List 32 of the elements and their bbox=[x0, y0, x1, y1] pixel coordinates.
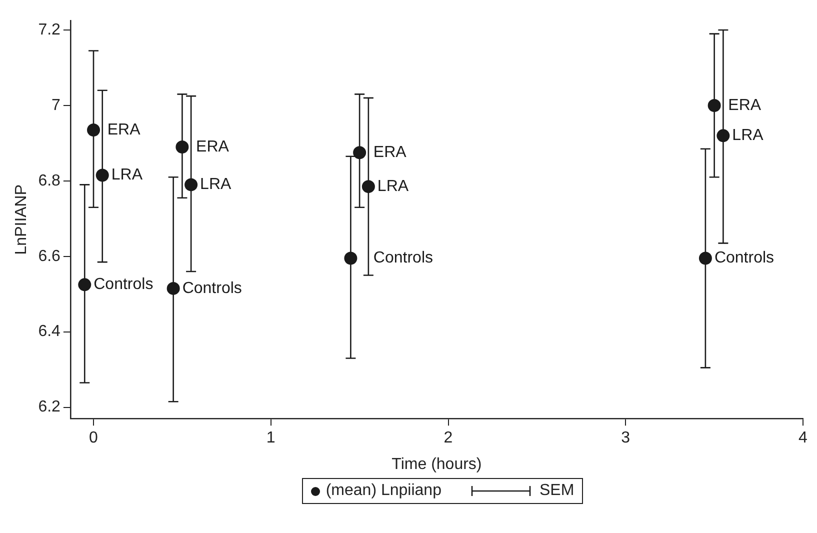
data-label: ERA bbox=[373, 144, 407, 162]
y-tick-label: 7 bbox=[52, 96, 61, 114]
point bbox=[698, 252, 712, 265]
data-label: LRA bbox=[732, 127, 764, 144]
x-tick-label: 0 bbox=[89, 430, 98, 447]
point bbox=[87, 124, 100, 137]
y-tick-label: 6.6 bbox=[38, 248, 61, 265]
data-label: ERA bbox=[107, 121, 141, 138]
point bbox=[362, 180, 375, 194]
data-label: Controls bbox=[714, 250, 774, 267]
text: SEM bbox=[539, 482, 574, 500]
x-tick-label: 4 bbox=[798, 430, 808, 447]
data-label: ERA bbox=[196, 138, 230, 156]
y-axis-title: LnPIIANP bbox=[13, 184, 30, 255]
x-tick-label: 2 bbox=[444, 430, 453, 447]
data-label: Controls bbox=[182, 280, 242, 297]
y-tick-label: 7.2 bbox=[38, 21, 61, 38]
data-label: ERA bbox=[728, 96, 762, 114]
data-label: LRA bbox=[377, 178, 409, 195]
x-tick-label: 3 bbox=[621, 430, 630, 447]
data-label: Controls bbox=[373, 250, 434, 267]
x-tick-label: 1 bbox=[266, 430, 276, 447]
data-label: LRA bbox=[200, 176, 232, 194]
x-axis-title: Time (hours) bbox=[392, 456, 482, 473]
point bbox=[353, 146, 366, 160]
y-tick-label: 6.4 bbox=[38, 323, 61, 340]
point bbox=[184, 178, 198, 192]
y-tick-label: 6.8 bbox=[38, 172, 61, 190]
data-label: Controls bbox=[94, 276, 154, 294]
legend-label: (mean) Lnpiianp bbox=[326, 482, 442, 500]
data-label: LRA bbox=[111, 166, 143, 184]
y-tick-label: 6.2 bbox=[38, 398, 61, 416]
